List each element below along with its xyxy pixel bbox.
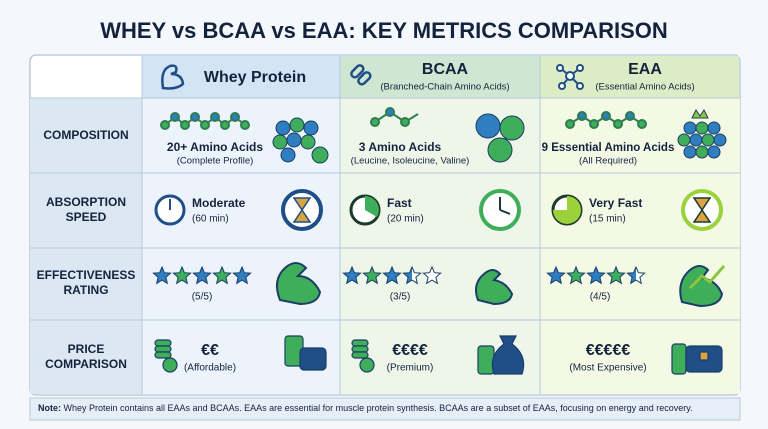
eaa-icon: [556, 64, 584, 90]
grid: [30, 56, 740, 394]
cell-main: 3 Amino Acids: [359, 140, 442, 154]
star-ratings: [152, 265, 646, 285]
cell-sub: (20 min): [387, 214, 424, 225]
trend-arrow: [688, 265, 726, 290]
column-title: Whey Protein: [204, 69, 306, 86]
stopwatch-icon: [281, 189, 323, 231]
treasure-icon: [671, 343, 723, 375]
row-label: PRICE: [68, 342, 105, 356]
star: [172, 265, 192, 285]
cell-sub: (3/5): [390, 292, 411, 303]
cell-sub: (60 min): [192, 214, 229, 225]
label-column: [30, 98, 142, 394]
whey-icon: [161, 64, 185, 90]
note-text: Whey Protein contains all EAAs and BCAAs…: [61, 403, 693, 413]
title: WHEY vs BCAA vs EAA: KEY METRICS COMPARI…: [100, 18, 668, 43]
row-label: SPEED: [66, 210, 107, 224]
star: [422, 265, 442, 285]
star: [342, 265, 362, 285]
row-label: ABSORPTION: [46, 195, 126, 209]
bcaa-chain-icon: [370, 107, 419, 127]
clock-icon: [551, 194, 583, 226]
star: [192, 265, 212, 285]
cluster-icon: [272, 117, 329, 164]
row-label: EFFECTIVENESS: [37, 268, 136, 282]
row-label: RATING: [63, 283, 108, 297]
note-label: Note:: [38, 403, 61, 413]
cell-main: 9 Essential Amino Acids: [542, 142, 675, 154]
note: Note: Whey Protein contains all EAAs and…: [38, 403, 693, 413]
cell-sub: (Leucine, Isoleucine, Valine): [351, 156, 470, 167]
bcaa-header: [340, 56, 540, 98]
coins-icon: [154, 339, 178, 373]
whey-header: [142, 56, 340, 98]
star: [566, 265, 586, 285]
column-subtitle: (Essential Amino Acids): [595, 82, 694, 93]
cell-main: 20+ Amino Acids: [167, 140, 263, 154]
eaa-cluster: [677, 109, 727, 159]
cell-sub: (Most Expensive): [569, 363, 646, 374]
cell-main: Moderate: [192, 196, 246, 210]
cell-sub: (Complete Profile): [177, 156, 254, 167]
wallet-icon: [284, 335, 327, 371]
cell-sub: (15 min): [589, 214, 626, 225]
eaa-column: [540, 98, 740, 394]
eaa-chain-icon: [565, 111, 647, 129]
bcaa-icon: [350, 64, 372, 86]
bcaa-spheres: [475, 113, 525, 163]
cell-main: Very Fast: [589, 196, 642, 210]
star: [152, 265, 172, 285]
row-label: COMPOSITION: [43, 128, 128, 142]
muscle-icon: [275, 262, 322, 306]
star: [382, 265, 402, 285]
cell-sub: (Premium): [387, 363, 434, 374]
column-title: BCAA: [422, 61, 469, 78]
star: [586, 265, 606, 285]
cell-sub: (4/5): [590, 292, 611, 303]
column-subtitle: (Branched-Chain Amino Acids): [380, 82, 509, 93]
star: [402, 265, 422, 285]
column-title: EAA: [628, 61, 662, 78]
cell-main: Fast: [387, 196, 412, 210]
star: [626, 265, 646, 285]
star: [232, 265, 252, 285]
coins-icon: [351, 339, 375, 373]
cell-main: €€: [201, 342, 219, 359]
row-label: COMPARISON: [45, 357, 127, 371]
cell-sub: (5/5): [192, 292, 213, 303]
star: [546, 265, 566, 285]
star: [212, 265, 232, 285]
note-bar: [29, 397, 741, 421]
cell-sub: (All Required): [579, 156, 637, 167]
chain-icon: [160, 112, 250, 130]
star: [606, 265, 626, 285]
cell-sub: (Affordable): [184, 363, 236, 374]
stopwatch-icon: [479, 189, 521, 231]
stopwatch-icon: [681, 189, 723, 231]
money-bag-icon: [477, 335, 525, 375]
star: [362, 265, 382, 285]
muscle-icon: [475, 269, 514, 306]
clock-icon: [154, 194, 186, 226]
cell-main: €€€€€: [586, 342, 631, 359]
cell-main: €€€€: [392, 342, 428, 359]
clock-icon: [349, 194, 381, 226]
